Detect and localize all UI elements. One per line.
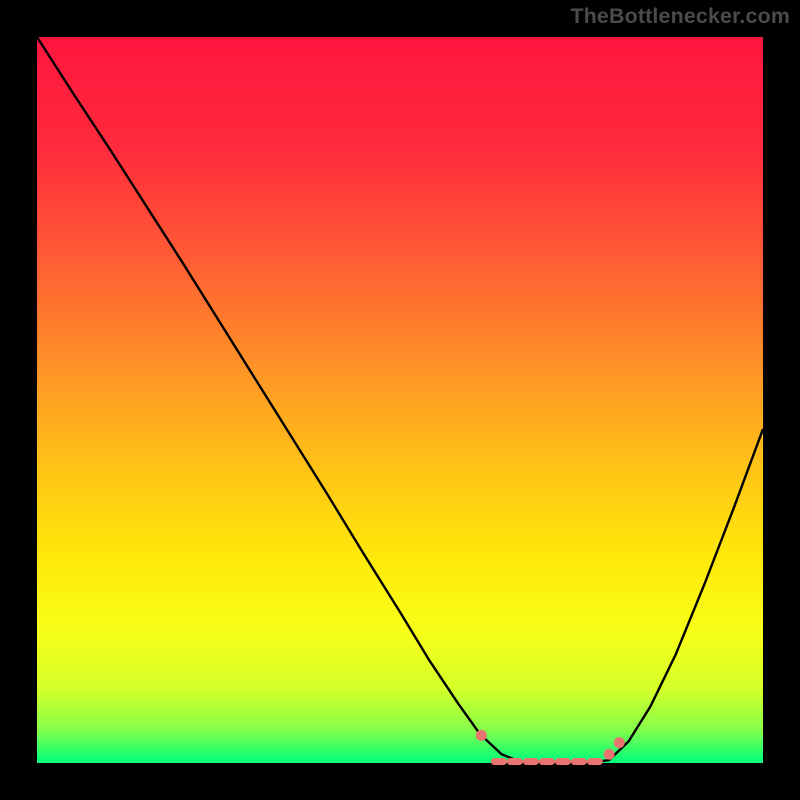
chart-stage: TheBottlenecker.com	[0, 0, 800, 800]
chart-background	[37, 37, 763, 763]
watermark-text: TheBottlenecker.com	[570, 4, 790, 29]
gradient-curve-chart	[0, 0, 800, 800]
